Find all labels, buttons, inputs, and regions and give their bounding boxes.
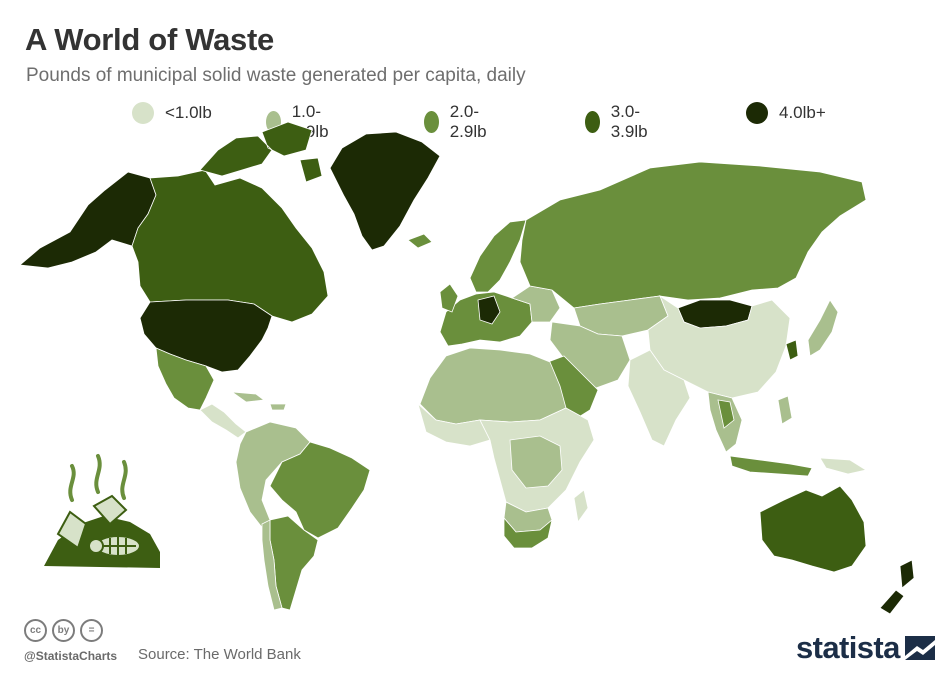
- legend-label: 4.0lb+: [779, 103, 826, 122]
- region-papua: [819, 457, 868, 475]
- region-new-zealand: [879, 559, 915, 615]
- region-central-america: [199, 403, 247, 439]
- legend-swatch: [424, 111, 439, 133]
- region-indonesia: [729, 455, 813, 477]
- legend-label: 2.0-2.9lb: [449, 102, 487, 141]
- license-icons: cc by =: [24, 619, 103, 642]
- region-korea: [785, 339, 799, 361]
- region-chile: [261, 519, 283, 611]
- region-thailand: [717, 399, 735, 429]
- region-north-africa: [419, 347, 567, 425]
- region-united-states: [139, 299, 273, 373]
- source-note: Source: The World Bank: [138, 646, 301, 663]
- legend-item: 2.0-2.9lb: [424, 102, 494, 142]
- region-russia: [519, 161, 867, 309]
- region-caribbean: [230, 391, 287, 411]
- twitter-handle[interactable]: @StatistaCharts: [24, 649, 118, 663]
- region-uk: [439, 283, 459, 313]
- region-brazil: [269, 441, 371, 539]
- creative-commons-icon[interactable]: cc: [24, 619, 47, 642]
- region-east-africa: [509, 435, 563, 489]
- region-scandinavia: [469, 219, 527, 293]
- trash-pile-illustration: [44, 454, 160, 568]
- region-germany: [477, 295, 501, 325]
- region-middle-east: [549, 321, 631, 389]
- no-derivatives-icon[interactable]: =: [80, 619, 103, 642]
- legend-swatch: [132, 102, 154, 124]
- statista-mark-icon: [904, 636, 935, 660]
- attribution-icon[interactable]: by: [52, 619, 75, 642]
- legend-item: 4.0lb+: [746, 102, 826, 124]
- statista-logo[interactable]: statista: [796, 630, 935, 666]
- region-greenland: [329, 131, 441, 251]
- legend-label: 3.0-3.9lb: [610, 102, 648, 141]
- legend-swatch: [746, 102, 768, 124]
- region-mexico: [155, 347, 215, 411]
- region-australia: [759, 485, 867, 573]
- legend-item: 3.0-3.9lb: [585, 102, 655, 142]
- legend-swatch: [585, 111, 600, 133]
- region-iceland: [407, 233, 433, 249]
- chart-title: A World of Waste: [25, 22, 274, 57]
- region-japan: [807, 299, 839, 357]
- region-india: [627, 349, 691, 447]
- region-canada: [131, 169, 329, 323]
- region-canada-islands: [199, 121, 323, 183]
- chart-subtitle: Pounds of municipal solid waste generate…: [26, 65, 526, 86]
- brand-name: statista: [796, 630, 900, 665]
- legend-item: <1.0lb: [132, 102, 212, 124]
- region-south-africa: [503, 516, 553, 549]
- region-south-america-north: [235, 421, 311, 531]
- region-philippines: [777, 395, 793, 425]
- region-madagascar: [573, 489, 589, 524]
- legend-label: <1.0lb: [165, 103, 212, 122]
